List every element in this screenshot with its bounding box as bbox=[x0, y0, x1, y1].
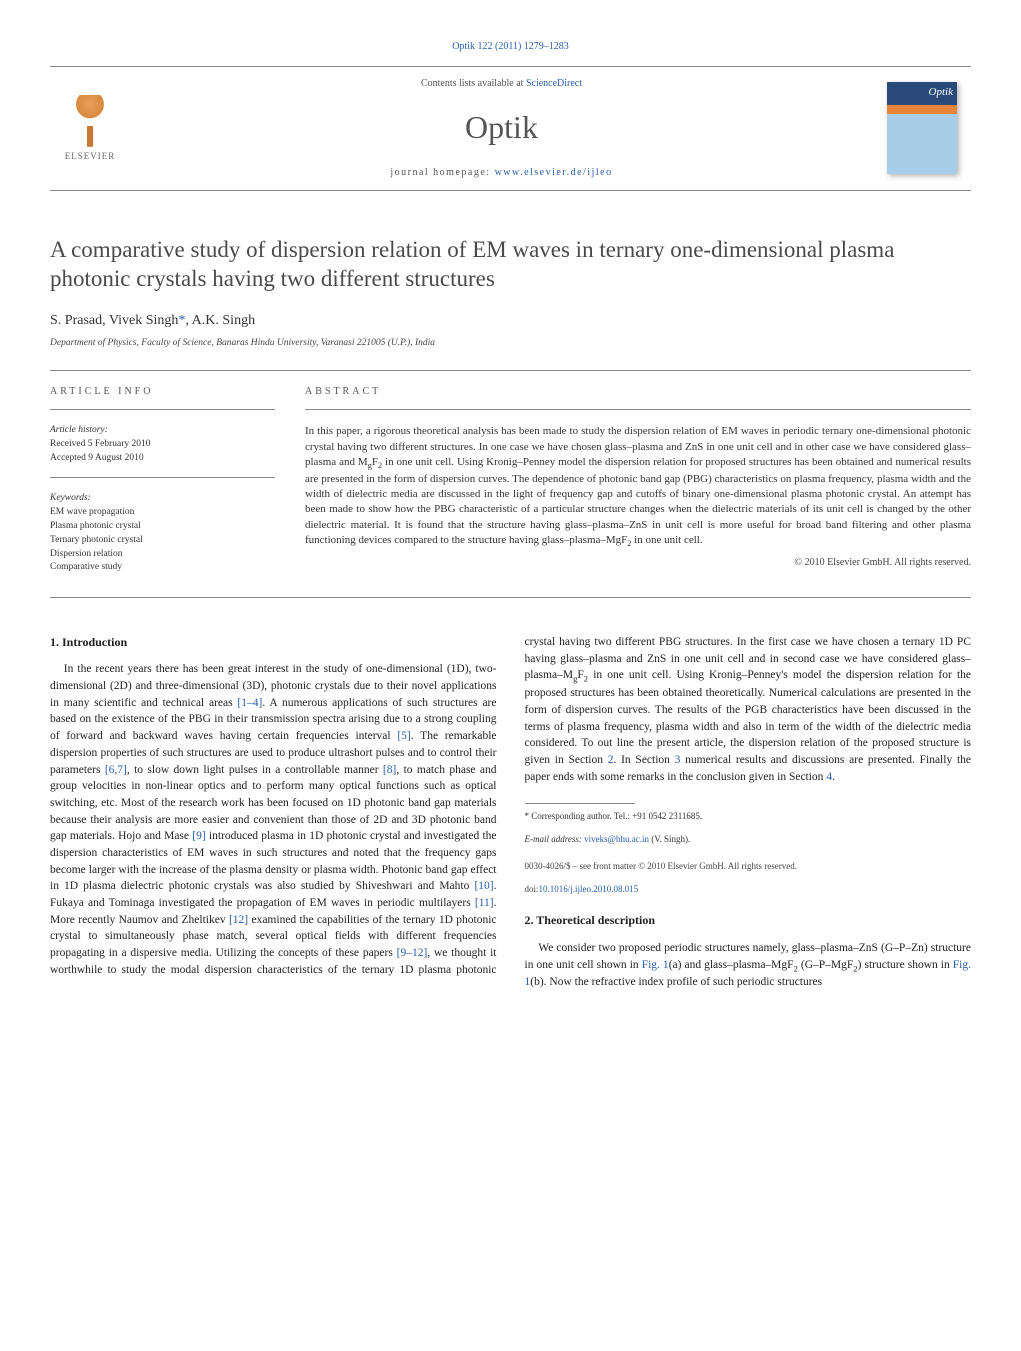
received-date: Received 5 February 2010 bbox=[50, 438, 275, 452]
journal-title: Optik bbox=[116, 105, 887, 150]
email-footnote: E-mail address: viveks@bhu.ac.in (V. Sin… bbox=[525, 833, 972, 846]
abstract-label: ABSTRACT bbox=[305, 385, 971, 399]
theory-paragraph: We consider two proposed periodic struct… bbox=[525, 940, 972, 991]
figure-link[interactable]: Fig. 1 bbox=[642, 959, 669, 971]
corresponding-marker[interactable]: * bbox=[178, 313, 185, 328]
publisher-logo[interactable]: ELSEVIER bbox=[64, 95, 116, 163]
citation-link[interactable]: [5] bbox=[397, 730, 410, 742]
divider bbox=[50, 597, 971, 598]
header-center: Contents lists available at ScienceDirec… bbox=[116, 77, 887, 180]
body-columns: 1. Introduction In the recent years ther… bbox=[50, 634, 971, 991]
section-link[interactable]: 2 bbox=[608, 754, 614, 766]
abstract-column: ABSTRACT In this paper, a rigorous theor… bbox=[305, 385, 971, 587]
citation-link[interactable]: [1–4] bbox=[237, 697, 262, 709]
citation-link[interactable]: [10] bbox=[474, 880, 493, 892]
sciencedirect-link[interactable]: ScienceDirect bbox=[526, 78, 582, 89]
author: Vivek Singh bbox=[109, 313, 179, 328]
doi-line: doi:10.1016/j.ijleo.2010.08.015 bbox=[525, 883, 972, 896]
journal-cover-thumbnail[interactable] bbox=[887, 82, 957, 174]
section-heading-intro: 1. Introduction bbox=[50, 634, 497, 651]
issn-line: 0030-4026/$ – see front matter © 2010 El… bbox=[525, 860, 972, 873]
article-title: A comparative study of dispersion relati… bbox=[50, 236, 971, 294]
info-abstract-row: ARTICLE INFO Article history: Received 5… bbox=[50, 385, 971, 587]
keyword: Ternary photonic crystal bbox=[50, 534, 275, 548]
divider bbox=[50, 409, 275, 410]
affiliation: Department of Physics, Faculty of Scienc… bbox=[50, 337, 971, 350]
accepted-date: Accepted 9 August 2010 bbox=[50, 452, 275, 466]
abstract-text: In this paper, a rigorous theoretical an… bbox=[305, 424, 971, 550]
journal-header: ELSEVIER Contents lists available at Sci… bbox=[50, 66, 971, 191]
journal-reference: Optik 122 (2011) 1279–1283 bbox=[50, 40, 971, 54]
homepage-link[interactable]: www.elsevier.de/ijleo bbox=[495, 167, 613, 178]
email-link[interactable]: viveks@bhu.ac.in bbox=[584, 834, 649, 844]
keyword: EM wave propagation bbox=[50, 506, 275, 520]
homepage-line: journal homepage: www.elsevier.de/ijleo bbox=[116, 166, 887, 180]
history-label: Article history: bbox=[50, 424, 275, 438]
section-link[interactable]: 4 bbox=[826, 771, 832, 783]
elsevier-tree-icon bbox=[64, 95, 116, 147]
section-link[interactable]: 3 bbox=[675, 754, 681, 766]
figure-link[interactable]: Fig. 1 bbox=[525, 959, 972, 989]
divider bbox=[50, 477, 275, 478]
divider bbox=[305, 409, 971, 410]
author: S. Prasad bbox=[50, 313, 102, 328]
journal-ref-link[interactable]: Optik 122 (2011) 1279–1283 bbox=[452, 41, 569, 52]
keywords-block: Keywords: EM wave propagation Plasma pho… bbox=[50, 492, 275, 575]
citation-link[interactable]: [11] bbox=[475, 897, 494, 909]
author-list: S. Prasad, Vivek Singh*, A.K. Singh bbox=[50, 311, 971, 331]
article-info-column: ARTICLE INFO Article history: Received 5… bbox=[50, 385, 275, 587]
section-heading-theory: 2. Theoretical description bbox=[525, 912, 972, 929]
keyword: Dispersion relation bbox=[50, 548, 275, 562]
footnote-separator bbox=[525, 803, 635, 804]
divider bbox=[50, 370, 971, 371]
author: A.K. Singh bbox=[192, 313, 255, 328]
corresponding-footnote: * Corresponding author. Tel.: +91 0542 2… bbox=[525, 810, 972, 823]
citation-link[interactable]: [8] bbox=[383, 764, 396, 776]
article-info-label: ARTICLE INFO bbox=[50, 385, 275, 399]
keyword: Comparative study bbox=[50, 561, 275, 575]
keywords-label: Keywords: bbox=[50, 492, 275, 506]
doi-link[interactable]: 10.1016/j.ijleo.2010.08.015 bbox=[539, 884, 639, 894]
publisher-name: ELSEVIER bbox=[65, 150, 116, 163]
keyword: Plasma photonic crystal bbox=[50, 520, 275, 534]
citation-link[interactable]: [12] bbox=[229, 914, 248, 926]
citation-link[interactable]: [6,7] bbox=[105, 764, 127, 776]
abstract-copyright: © 2010 Elsevier GmbH. All rights reserve… bbox=[305, 556, 971, 570]
article-history: Article history: Received 5 February 201… bbox=[50, 424, 275, 465]
citation-link[interactable]: [9–12] bbox=[397, 947, 428, 959]
contents-line: Contents lists available at ScienceDirec… bbox=[116, 77, 887, 91]
citation-link[interactable]: [9] bbox=[192, 830, 205, 842]
